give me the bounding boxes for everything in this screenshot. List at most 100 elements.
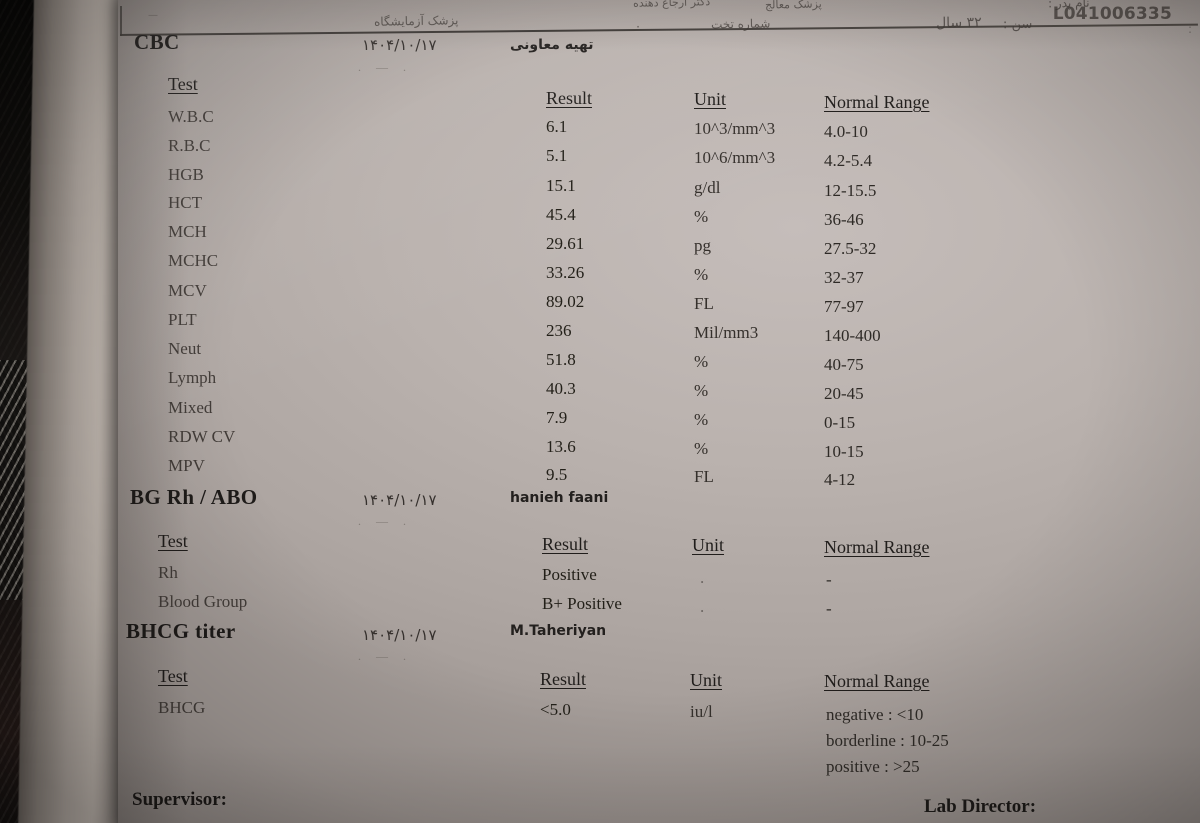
section-title-bg-rh-abo: BG Rh / ABO <box>130 485 258 509</box>
table-row: 15.1 <box>546 176 576 195</box>
column-header-range-cbc: Normal Range <box>824 92 930 112</box>
table-row: Neut <box>168 339 202 358</box>
column-header-unit-bhcg: Unit <box>690 670 723 690</box>
table-row: 4.2-5.4 <box>824 151 873 170</box>
table-row: MCV <box>168 281 207 300</box>
column-header-unit-bg-rh-abo: Unit <box>692 535 725 555</box>
table-row: 20-45 <box>824 384 864 403</box>
table-row: Rh <box>158 563 178 582</box>
table-row: Lymph <box>168 368 217 387</box>
table-row: 10-15 <box>824 442 864 461</box>
table-row: 4.0-10 <box>824 122 868 141</box>
table-row: 36-46 <box>824 210 864 229</box>
age-value: ۳۲ سال <box>936 14 983 32</box>
table-row: 40-75 <box>824 355 864 374</box>
table-row: HCT <box>168 193 202 212</box>
table-row: R.B.C <box>168 136 211 155</box>
section-title-cbc: CBC <box>134 30 180 54</box>
section-technician-cbc: تهیه معاونی <box>510 37 594 53</box>
lab-report-document: پزشک آزمایشگاه پزشک معالج دکتر ارجاع دهن… <box>118 0 1200 823</box>
table-row: 10^6/mm^3 <box>694 148 776 167</box>
table-row: 89.02 <box>546 292 585 311</box>
table-row: FL <box>694 294 714 313</box>
table-row: MPV <box>168 456 205 475</box>
table-row: BHCG <box>158 698 206 717</box>
table-row: Blood Group <box>158 592 248 611</box>
table-row: 140-400 <box>824 326 881 345</box>
table-row: Mil/mm3 <box>694 323 759 342</box>
header-rule-corner <box>120 6 122 36</box>
table-row: % <box>694 439 709 458</box>
lab-physician-label: پزشک آزمایشگاه <box>373 13 459 29</box>
table-row: % <box>694 352 709 371</box>
table-row: Positive <box>542 565 597 584</box>
section-technician-bg-rh-abo: hanieh faani <box>510 490 609 506</box>
table-row: 236 <box>546 321 572 340</box>
column-header-result-cbc: Result <box>546 88 593 108</box>
table-row: . <box>700 568 705 587</box>
column-header-test-bhcg: Test <box>158 666 188 686</box>
table-row: 0-15 <box>824 413 856 432</box>
table-row: W.B.C <box>168 107 214 126</box>
section-smudge-bg-rh-abo: . — . <box>358 514 412 528</box>
table-row: Mixed <box>168 398 213 417</box>
patient-header: پزشک آزمایشگاه پزشک معالج دکتر ارجاع دهن… <box>118 0 1200 36</box>
table-row: 13.6 <box>546 437 576 456</box>
table-row: 4-12 <box>824 470 856 489</box>
table-row: 5.1 <box>546 146 568 165</box>
column-header-range-bg-rh-abo: Normal Range <box>824 537 930 557</box>
table-row: 40.3 <box>546 379 576 398</box>
table-row: 33.26 <box>546 263 585 282</box>
table-row: 51.8 <box>546 350 576 369</box>
column-header-test-cbc: Test <box>168 74 198 94</box>
column-header-result-bg-rh-abo: Result <box>542 534 589 554</box>
table-row: 45.4 <box>546 205 576 224</box>
column-header-test-bg-rh-abo: Test <box>158 531 188 551</box>
table-row: iu/l <box>690 702 713 721</box>
patient-code: L041006335 <box>1052 4 1172 24</box>
section-smudge-cbc: . — . <box>358 60 412 74</box>
table-row: g/dl <box>694 178 721 197</box>
table-row: 77-97 <box>824 297 864 316</box>
table-row: . <box>700 597 705 616</box>
supervisor-label: Supervisor: <box>132 789 227 810</box>
table-row: B+ Positive <box>542 594 622 613</box>
bed-number-value: · <box>636 20 640 34</box>
bhcg-range-positive: positive : >25 <box>826 757 920 776</box>
attending-physician-label: پزشک معالج <box>765 0 823 12</box>
section-date-cbc: ۱۴۰۴/۱۰/۱۷ <box>362 36 437 54</box>
table-row: negative : <10 <box>826 705 924 724</box>
table-row: RDW CV <box>168 427 236 446</box>
table-row: MCH <box>168 222 207 241</box>
table-row: FL <box>694 467 714 486</box>
column-header-unit-cbc: Unit <box>694 89 727 109</box>
table-row: 7.9 <box>546 408 568 427</box>
column-header-result-bhcg: Result <box>540 669 587 689</box>
referring-physician-label: دکتر ارجاع دهنده <box>632 0 711 10</box>
column-header-range-bhcg: Normal Range <box>824 671 930 691</box>
table-row: - <box>826 599 832 618</box>
table-row: pg <box>694 236 711 255</box>
section-technician-bhcg-titer: M.Taheriyan <box>510 623 607 639</box>
table-row: 32-37 <box>824 268 864 287</box>
header-left-tick: — <box>148 10 158 21</box>
table-row: PLT <box>168 310 197 329</box>
section-title-bhcg-titer: BHCG titer <box>126 619 236 643</box>
table-row: % <box>694 381 709 400</box>
table-row: - <box>826 570 832 589</box>
table-row: % <box>694 410 709 429</box>
bhcg-range-borderline: borderline : 10-25 <box>826 731 949 750</box>
lab-director-label: Lab Director: <box>924 796 1037 817</box>
section-smudge-bhcg-titer: . — . <box>358 649 412 663</box>
table-row: <5.0 <box>540 700 571 719</box>
table-row: 29.61 <box>546 234 585 253</box>
table-row: 10^3/mm^3 <box>694 119 776 138</box>
table-row: % <box>694 207 709 226</box>
table-row: MCHC <box>168 251 219 270</box>
table-row: HGB <box>168 165 204 184</box>
table-row: 9.5 <box>546 465 568 484</box>
table-row: 6.1 <box>546 117 568 136</box>
section-date-bhcg-titer: ۱۴۰۴/۱۰/۱۷ <box>362 626 437 644</box>
table-row: 27.5-32 <box>824 239 877 258</box>
table-row: % <box>694 265 709 284</box>
